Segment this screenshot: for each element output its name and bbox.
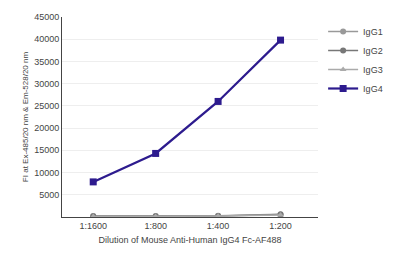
svg-text:15000: 15000 xyxy=(34,145,59,155)
svg-text:Dilution of Mouse Anti-Human I: Dilution of Mouse Anti-Human IgG4 Fc-AF4… xyxy=(98,235,281,245)
svg-text:10000: 10000 xyxy=(34,168,59,178)
svg-text:1:800: 1:800 xyxy=(144,221,167,231)
svg-text:1:400: 1:400 xyxy=(207,221,230,231)
svg-text:IgG3: IgG3 xyxy=(363,65,383,75)
svg-text:1:1600: 1:1600 xyxy=(79,221,107,231)
svg-text:IgG1: IgG1 xyxy=(363,27,383,37)
svg-text:40000: 40000 xyxy=(34,34,59,44)
svg-text:FI at Ex-485/20 nm & Em-528/20: FI at Ex-485/20 nm & Em-528/20 nm xyxy=(21,52,30,183)
svg-text:IgG2: IgG2 xyxy=(363,46,383,56)
svg-text:IgG4: IgG4 xyxy=(363,84,383,94)
svg-text:20000: 20000 xyxy=(34,123,59,133)
svg-text:25000: 25000 xyxy=(34,101,59,111)
svg-text:1:200: 1:200 xyxy=(269,221,292,231)
svg-text:5000: 5000 xyxy=(39,190,59,200)
svg-text:45000: 45000 xyxy=(34,12,59,22)
svg-text:30000: 30000 xyxy=(34,79,59,89)
svg-text:35000: 35000 xyxy=(34,57,59,67)
